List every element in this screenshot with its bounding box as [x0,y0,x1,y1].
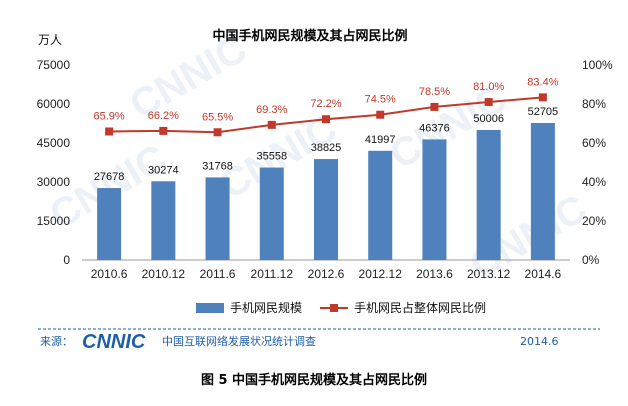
x-tick-label: 2011.12 [251,267,294,281]
left-tick-label: 45000 [37,136,71,150]
x-tick-label: 2013.12 [467,267,511,281]
ratio-marker [322,115,330,124]
ratio-marker [430,102,439,111]
cnnic-logo: CNNIC [82,331,146,353]
x-tick-label: 2012.12 [359,267,403,281]
line-series [105,93,547,137]
bar-series [97,122,555,260]
ratio-value-label: 65.9% [94,110,125,122]
bar [422,139,447,260]
ratio-marker [538,93,547,102]
ratio-value-label: 72.2% [310,98,341,110]
x-tick-label: 2010.12 [142,267,186,281]
chart-title: 中国手机网民规模及其占网民比例 [212,28,407,44]
right-tick-label: 20% [582,214,606,228]
ratio-value-label: 83.4% [527,76,558,88]
x-tick-label: 2014.6 [525,267,562,281]
bar-value-label: 31768 [202,160,233,172]
bar [97,188,122,260]
ratio-marker [159,126,168,135]
footer-source-label: 来源： [40,334,73,348]
bar [314,159,338,260]
ratio-value-label: 78.5% [419,86,450,98]
bar-value-label: 52705 [528,106,559,118]
left-tick-label: 60000 [37,97,71,111]
bar [530,122,555,260]
left-axis-ticks: 75000 60000 45000 30000 15000 0 [37,58,71,267]
bar-value-label: 41997 [365,134,396,146]
legend-line-marker [330,304,338,312]
legend-bar-label: 手机网民规模 [230,300,302,315]
right-tick-label: 60% [582,136,606,150]
bar [476,129,501,260]
ratio-value-label: 74.5% [365,94,396,106]
y-axis-unit: 万人 [38,33,62,47]
left-tick-label: 0 [63,253,70,267]
x-tick-label: 2011.6 [200,267,236,281]
bar-value-label: 38825 [311,142,342,154]
ratio-value-label: 81.0% [473,81,504,93]
bar [259,167,284,260]
bar-value-label: 35558 [256,151,287,163]
right-tick-label: 0% [582,253,600,267]
x-tick-label: 2012.6 [308,267,345,281]
ratio-value-label: 65.5% [202,111,233,123]
right-tick-label: 100% [582,58,613,72]
footer-date: 2014.6 [520,335,559,348]
bar [205,177,230,260]
ratio-marker [267,120,276,129]
x-axis-ticks: 2010.6 2010.12 2011.6 2011.12 2012.6 2012.12 2… [91,267,562,281]
bar-value-labels: 27678 30274 31768 35558 38825 41997 46376 50006… [94,106,558,183]
right-axis-ticks: 100% 80% 60% 40% 20% 0% [582,58,613,267]
bar-value-label: 30274 [148,164,179,176]
x-tick-label: 2013.6 [416,267,453,281]
x-tick-label: 2010.6 [91,267,128,281]
bar-value-label: 50006 [473,113,504,125]
right-tick-label: 40% [582,175,606,189]
legend-line-label: 手机网民占整体网民比例 [354,300,486,315]
ratio-marker [376,110,385,119]
ratio-value-label: 66.2% [148,110,179,122]
footer-org: 中国互联网络发展状况统计调查 [162,334,316,348]
bar [151,181,176,260]
line-value-labels: 65.9% 66.2% 65.5% 69.3% 72.2% 74.5% 78.5% 81.0%… [94,76,559,123]
ratio-value-label: 69.3% [256,104,287,116]
bar [368,150,393,260]
figure-caption: 图 5 中国手机网民规模及其占网民比例 [201,372,427,388]
ratio-marker [213,128,222,137]
ratio-marker [484,98,493,107]
ratio-marker [105,127,114,136]
legend-bar-swatch [196,303,224,313]
right-tick-label: 80% [582,97,606,111]
legend: 手机网民规模 手机网民占整体网民比例 [196,300,486,315]
bar-value-label: 46376 [419,122,450,134]
left-tick-label: 30000 [37,175,71,189]
left-tick-label: 75000 [37,58,71,72]
left-tick-label: 15000 [37,214,71,228]
bar-value-label: 27678 [94,171,125,183]
